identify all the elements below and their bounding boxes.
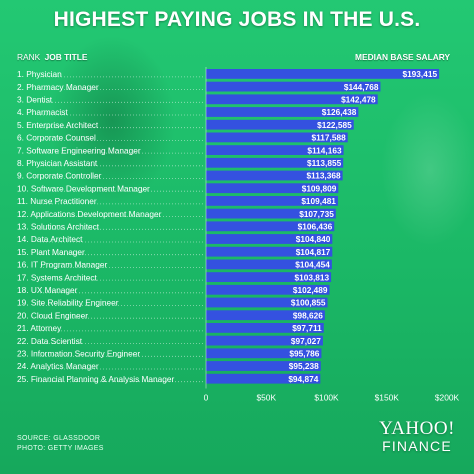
rank-job-title-header: RANK JOB TITLE: [17, 52, 87, 62]
category-label: 18. UX Manager: [17, 285, 78, 295]
bar: [206, 107, 359, 117]
category-label: 4. Pharmacist: [17, 107, 68, 117]
job-title-header: JOB TITLE: [44, 52, 88, 62]
value-label: $113,855: [307, 158, 342, 168]
bar: [206, 373, 321, 384]
value-label: $97,027: [291, 336, 321, 346]
bar: [206, 234, 333, 244]
bar: [206, 196, 338, 206]
category-label: 8. Physician Assistant: [17, 158, 98, 168]
bar: [206, 132, 348, 143]
category-label: 21. Attorney: [17, 323, 62, 333]
bar: [206, 94, 378, 105]
bar: [206, 170, 343, 181]
value-label: $100,855: [291, 298, 326, 308]
logo-line2: FINANCE: [382, 438, 452, 454]
bar: [206, 284, 330, 295]
category-label: 12. Applications Development Manager: [17, 209, 162, 219]
value-label: $107,735: [299, 209, 334, 219]
bar: [206, 361, 321, 371]
bar: [206, 310, 325, 321]
bar: [206, 157, 344, 168]
chart-title: HIGHEST PAYING JOBS IN THE U.S.: [53, 8, 421, 31]
bar: [206, 259, 332, 270]
value-label: $95,786: [289, 349, 319, 359]
x-tick-label: $200K: [435, 393, 460, 403]
category-label: 3. Dentist: [17, 95, 53, 105]
category-label: 1. Physician: [17, 69, 62, 79]
bar: [206, 272, 332, 282]
value-label: $109,809: [302, 183, 337, 193]
bar: [206, 335, 323, 346]
bar: [206, 69, 440, 79]
value-label: $94,874: [288, 374, 318, 384]
category-label: 25. Financial Planning & Analysis Manage…: [17, 374, 175, 384]
x-tick-label: $50K: [256, 393, 276, 403]
value-label: $142,478: [341, 95, 376, 105]
value-label: $113,368: [306, 171, 341, 181]
value-label: $109,481: [301, 196, 336, 206]
category-label: 14. Data Architect: [17, 234, 83, 244]
category-label: 19. Site Reliability Engineer: [17, 298, 119, 308]
value-label: $106,436: [298, 222, 333, 232]
bar: [206, 221, 335, 232]
value-label: $117,588: [312, 133, 347, 143]
category-label: 20. Cloud Engineer: [17, 310, 88, 320]
value-label: $122,585: [317, 120, 352, 130]
logo-line1: YAHOO!: [379, 418, 455, 439]
source-credit: SOURCE: GLASSDOOR: [17, 435, 101, 442]
x-tick-label: $150K: [375, 393, 400, 403]
value-label: $193,415: [402, 69, 437, 79]
bar: [206, 183, 339, 194]
value-label: $144,768: [344, 82, 379, 92]
category-label: 10. Software Development Manager: [17, 183, 150, 193]
bar: [206, 145, 344, 155]
category-label: 2. Pharmacy Manager: [17, 82, 99, 92]
value-label: $98,626: [293, 310, 323, 320]
bar: [206, 246, 333, 257]
bar: [206, 297, 328, 308]
bar: [206, 208, 336, 219]
category-label: 17. Systems Architect: [17, 272, 97, 282]
x-tick-label: $100K: [314, 393, 339, 403]
photo-credit: PHOTO: GETTY IMAGES: [17, 445, 104, 452]
bar: [206, 119, 354, 130]
category-label: 5. Enterprise Architect: [17, 120, 99, 130]
category-label: 9. Corporate Controller: [17, 171, 102, 181]
category-label: 22. Data Scientist: [17, 336, 83, 346]
category-label: 13. Solutions Architect: [17, 222, 100, 232]
category-label: 11. Nurse Practitioner: [17, 196, 97, 206]
rank-header: RANK: [17, 52, 41, 62]
value-label: $95,238: [289, 361, 319, 371]
bar: [206, 81, 381, 92]
value-label: $103,813: [294, 272, 329, 282]
category-label: 23. Information Security Engineer: [17, 349, 140, 359]
value-label: $104,840: [296, 234, 331, 244]
yahoo-finance-logo: YAHOO! FINANCE: [370, 419, 464, 454]
category-label: 24. Analytics Manager: [17, 361, 99, 371]
bar: [206, 323, 324, 333]
category-label: 15. Plant Manager: [17, 247, 85, 257]
value-label: $104,817: [296, 247, 331, 257]
value-label: $102,489: [293, 285, 328, 295]
value-label: $114,163: [307, 145, 342, 155]
category-label: 6. Corporate Counsel: [17, 133, 96, 143]
value-label: $104,454: [295, 260, 330, 270]
category-label: 16. IT Program Manager: [17, 260, 107, 270]
salary-header: MEDIAN BASE SALARY: [355, 52, 451, 62]
footer-credits: SOURCE: GLASSDOOR PHOTO: GETTY IMAGES: [17, 434, 104, 454]
x-tick-label: 0: [204, 393, 209, 403]
value-label: $97,711: [292, 323, 322, 333]
category-label: 7. Software Engineering Manager: [17, 145, 141, 155]
bar: [206, 348, 322, 359]
value-label: $126,438: [322, 107, 357, 117]
